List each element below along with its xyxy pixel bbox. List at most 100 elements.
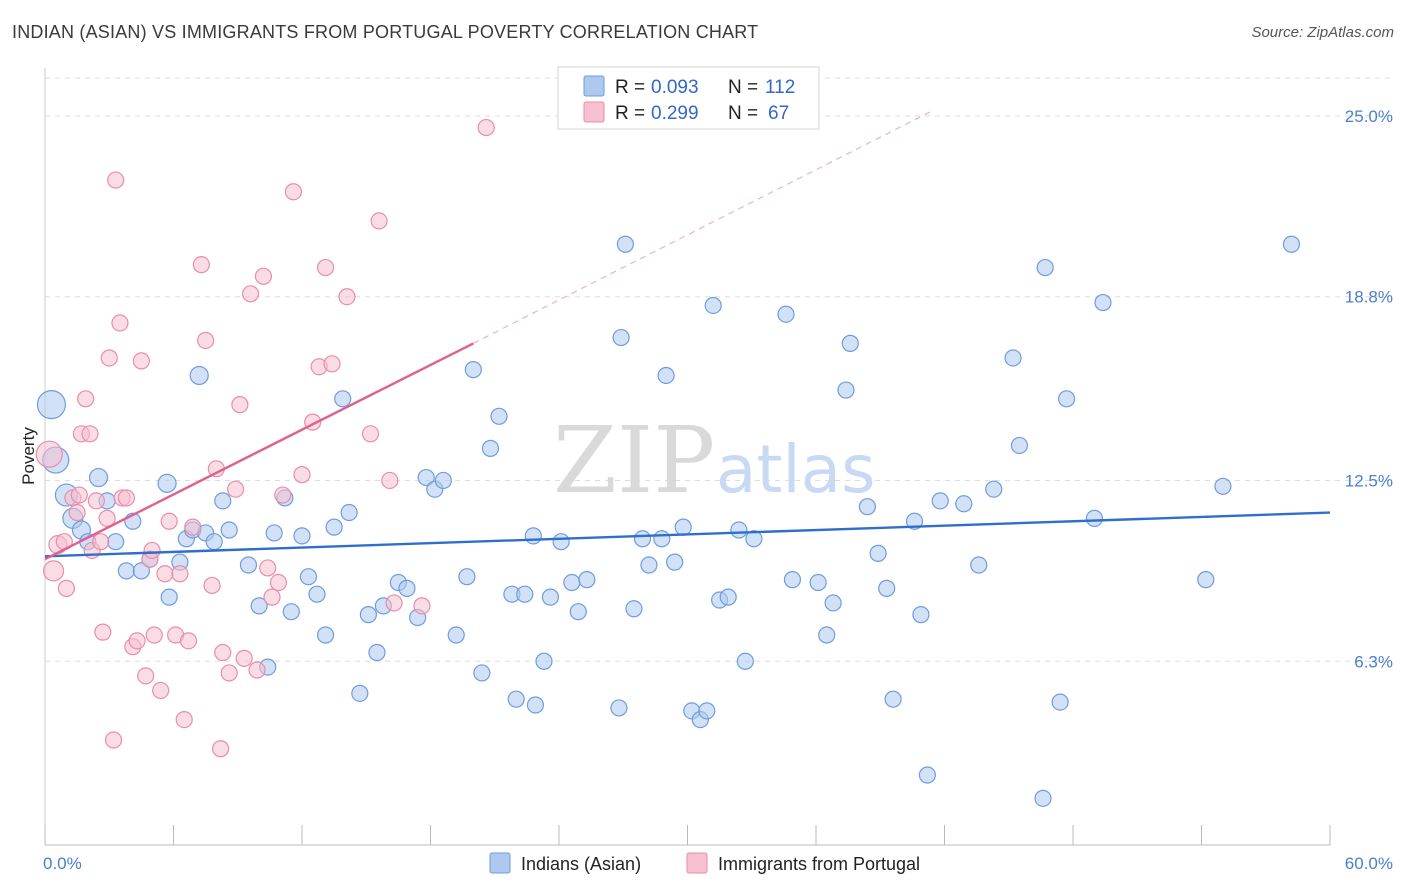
portugal-point-4 xyxy=(57,579,76,597)
indian-point-22 xyxy=(220,521,238,539)
indian-point-28 xyxy=(282,603,300,621)
legend-r-label-2: R = xyxy=(615,103,645,124)
portugal-point-17 xyxy=(107,171,125,189)
indian-point-24 xyxy=(250,597,268,615)
portugal-point-20 xyxy=(117,489,135,507)
indian-point-97 xyxy=(955,495,973,513)
portugal-point-62 xyxy=(381,471,399,490)
legend-r-value-2: 0.299 xyxy=(651,103,699,124)
bottom-legend-swatch-pink xyxy=(686,852,708,874)
portugal-point-63 xyxy=(385,594,403,612)
indian-point-43 xyxy=(417,468,435,487)
portugal-point-7 xyxy=(70,486,88,504)
indian-point-20 xyxy=(205,533,223,551)
indian-point-36 xyxy=(351,684,369,702)
indian-point-26 xyxy=(265,524,283,542)
indian-point-47 xyxy=(458,568,476,586)
series-indians-asian xyxy=(36,235,1301,807)
indian-point-95 xyxy=(918,766,936,784)
portugal-point-47 xyxy=(248,661,266,679)
portugal-point-29 xyxy=(156,565,174,583)
x-tick-label-1: 60.0% xyxy=(1345,854,1393,873)
portugal-point-12 xyxy=(87,492,106,510)
trend-lines xyxy=(44,109,1331,561)
indian-point-67 xyxy=(633,530,652,548)
indian-point-54 xyxy=(516,585,534,603)
indian-point-103 xyxy=(1036,258,1054,277)
indian-point-45 xyxy=(434,471,452,490)
portugal-point-61 xyxy=(370,212,388,230)
indian-point-34 xyxy=(334,390,352,408)
trend-line-blue xyxy=(44,511,1331,558)
trend-extension-pink xyxy=(473,109,935,344)
indian-point-6 xyxy=(88,467,109,488)
portugal-point-42 xyxy=(220,664,238,682)
legend-n-label-1: N = xyxy=(728,77,758,98)
portugal-point-57 xyxy=(316,258,335,277)
bottom-legend-swatch-blue xyxy=(489,852,511,874)
portugal-point-53 xyxy=(284,183,303,201)
indian-point-105 xyxy=(1057,390,1076,408)
indian-point-48 xyxy=(464,361,482,379)
indian-point-0 xyxy=(36,390,67,420)
indian-point-58 xyxy=(541,588,560,606)
indian-point-31 xyxy=(308,585,326,603)
portugal-point-9 xyxy=(77,390,95,408)
indian-point-68 xyxy=(640,556,658,574)
portugal-point-38 xyxy=(203,576,221,595)
portugal-point-24 xyxy=(137,667,155,685)
indian-point-35 xyxy=(340,503,358,522)
indian-point-90 xyxy=(869,544,887,562)
indian-point-107 xyxy=(1094,293,1112,312)
indian-point-89 xyxy=(858,498,877,516)
indian-point-91 xyxy=(878,579,896,597)
indian-point-13 xyxy=(157,473,177,493)
indian-point-23 xyxy=(239,556,258,574)
portugal-point-43 xyxy=(227,480,245,498)
indian-point-79 xyxy=(730,521,748,539)
indian-point-57 xyxy=(535,652,553,670)
portugal-point-45 xyxy=(235,649,253,667)
indian-point-75 xyxy=(698,702,716,720)
y-tick-labels: 6.3% 12.5% 18.8% 25.0% xyxy=(1345,107,1393,671)
portugal-point-34 xyxy=(179,632,198,650)
portugal-point-18 xyxy=(111,314,129,332)
indian-point-9 xyxy=(117,562,135,580)
portugal-point-50 xyxy=(263,588,281,606)
indian-point-64 xyxy=(612,328,630,347)
indian-point-46 xyxy=(447,626,465,644)
indian-point-63 xyxy=(610,699,628,717)
portugal-point-40 xyxy=(212,740,230,758)
portugal-point-0 xyxy=(35,440,63,468)
legend-r-value-1: 0.093 xyxy=(651,77,699,98)
portugal-point-23 xyxy=(132,352,150,370)
indian-point-80 xyxy=(736,652,754,670)
portugal-point-54 xyxy=(293,466,311,484)
indian-point-59 xyxy=(552,533,570,551)
portugal-point-36 xyxy=(192,256,210,274)
indian-point-110 xyxy=(1282,235,1301,253)
indian-point-37 xyxy=(359,606,377,624)
indian-point-53 xyxy=(507,690,525,708)
indian-point-88 xyxy=(841,334,859,352)
indian-point-92 xyxy=(884,690,902,708)
portugal-point-28 xyxy=(152,681,170,700)
indian-point-98 xyxy=(970,556,988,574)
indian-point-65 xyxy=(616,235,634,253)
portugal-point-46 xyxy=(242,285,260,303)
portugal-point-6 xyxy=(68,503,86,522)
portugal-point-65 xyxy=(477,118,495,137)
indian-point-51 xyxy=(490,407,508,425)
indian-point-102 xyxy=(1034,789,1052,807)
indian-point-104 xyxy=(1051,693,1069,711)
portugal-point-60 xyxy=(361,425,380,443)
indian-point-33 xyxy=(325,518,343,536)
portugal-point-37 xyxy=(197,331,215,350)
portugal-point-13 xyxy=(92,533,110,551)
indian-point-96 xyxy=(931,492,949,510)
bottom-legend-label-2: Immigrants from Portugal xyxy=(718,854,920,874)
indian-point-14 xyxy=(160,588,178,606)
indian-point-55 xyxy=(524,527,542,545)
portugal-point-64 xyxy=(413,597,431,615)
